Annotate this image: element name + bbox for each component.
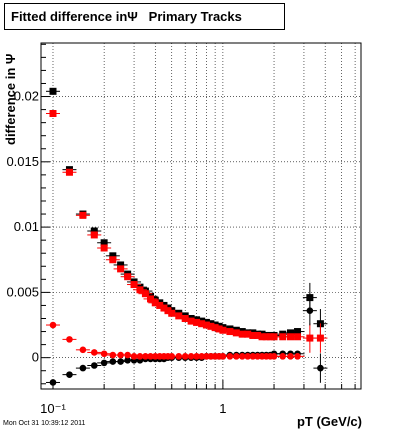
- data-point-square: [160, 304, 168, 312]
- data-point-circle: [49, 379, 57, 386]
- data-point-circle: [117, 351, 124, 359]
- data-point-square: [100, 244, 108, 252]
- data-point-square: [294, 333, 302, 341]
- data-point-circle: [287, 353, 294, 360]
- data-point-square: [65, 168, 73, 176]
- data-point-circle: [219, 353, 227, 360]
- data-point-circle: [66, 336, 73, 343]
- data-point-square: [181, 314, 189, 322]
- data-point-square: [226, 328, 234, 336]
- data-point-square: [211, 324, 219, 332]
- data-point-square: [207, 322, 215, 330]
- timestamp: Mon Oct 31 10:39:12 2011: [3, 420, 86, 427]
- data-point-square: [117, 261, 125, 269]
- data-point-square: [279, 333, 287, 341]
- data-point-square: [79, 211, 87, 219]
- tick-labels: 0 0.005 0.01 0.015 0.02 10⁻¹ 1: [6, 89, 226, 416]
- data-point-square: [109, 252, 117, 260]
- data-point-square: [124, 273, 132, 281]
- data-point-square: [254, 331, 262, 339]
- data-point-square: [130, 281, 138, 289]
- data-point-square: [286, 329, 294, 337]
- data-point-circle: [100, 350, 108, 358]
- data-point-circle: [109, 351, 117, 359]
- data-point-circle: [306, 307, 314, 314]
- data-point-square: [100, 239, 108, 247]
- data-points: [45, 87, 328, 386]
- x-tick-label: 1: [219, 401, 226, 416]
- data-point-square: [316, 334, 324, 342]
- data-point-circle: [66, 371, 73, 378]
- data-point-circle: [90, 349, 98, 356]
- y-tick-label: 0.005: [6, 284, 39, 299]
- data-point-square: [168, 309, 176, 317]
- data-point-square: [306, 334, 314, 342]
- data-point-circle: [270, 353, 278, 360]
- data-point-square: [109, 256, 117, 264]
- data-point-square: [219, 326, 227, 334]
- data-point-square: [49, 110, 57, 118]
- data-point-square: [286, 333, 294, 341]
- data-point-circle: [49, 321, 57, 329]
- data-point-circle: [79, 346, 87, 354]
- plot-frame: [40, 42, 362, 390]
- y-tick-label: 0.01: [14, 219, 39, 234]
- data-point-square: [244, 330, 252, 338]
- y-tick-label: 0.015: [6, 154, 39, 169]
- data-point-square: [136, 286, 144, 294]
- data-point-square: [156, 301, 164, 309]
- data-point-square: [198, 320, 206, 328]
- data-point-circle: [90, 362, 98, 369]
- y-tick-label: 0.02: [14, 89, 39, 104]
- data-point-circle: [294, 353, 301, 360]
- data-point-square: [49, 87, 57, 95]
- data-point-square: [90, 227, 98, 235]
- data-point-square: [90, 231, 98, 239]
- data-point-square: [151, 299, 159, 307]
- data-point-square: [294, 328, 302, 336]
- data-point-square: [164, 307, 172, 315]
- chart-title: Fitted difference inΨ Primary Tracks: [11, 9, 242, 24]
- data-point-square: [147, 295, 155, 303]
- x-axis-label: pT (GeV/c): [296, 414, 362, 429]
- x-tick-label: 10⁻¹: [40, 401, 66, 416]
- y-axis-label: difference in Ψ: [3, 53, 18, 145]
- data-point-square: [175, 312, 183, 320]
- data-point-circle: [317, 364, 324, 372]
- data-point-circle: [100, 359, 108, 367]
- data-point-circle: [117, 358, 124, 365]
- chart-title-box: Fitted difference inΨ Primary Tracks: [4, 3, 285, 30]
- data-point-square: [141, 290, 149, 298]
- data-point-circle: [124, 351, 131, 359]
- y-tick-label: 0: [32, 350, 39, 365]
- data-point-square: [270, 333, 278, 341]
- data-point-circle: [168, 353, 176, 360]
- data-point-square: [232, 329, 240, 337]
- data-point-circle: [79, 364, 87, 372]
- data-point-square: [202, 321, 210, 329]
- data-point-circle: [109, 358, 117, 365]
- data-point-square: [117, 265, 125, 273]
- data-point-square: [193, 318, 201, 326]
- data-point-square: [215, 325, 223, 333]
- data-point-circle: [279, 353, 287, 360]
- data-point-square: [187, 317, 195, 325]
